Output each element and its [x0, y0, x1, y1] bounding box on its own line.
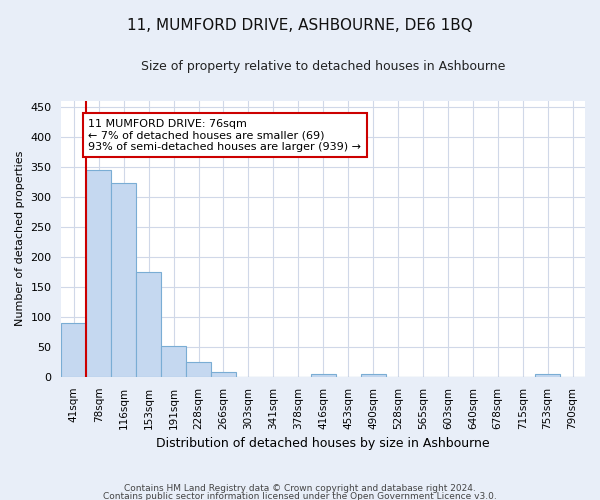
Bar — [86, 170, 111, 377]
Bar — [311, 374, 335, 377]
Title: Size of property relative to detached houses in Ashbourne: Size of property relative to detached ho… — [141, 60, 505, 73]
Text: Contains public sector information licensed under the Open Government Licence v3: Contains public sector information licen… — [103, 492, 497, 500]
Text: 11 MUMFORD DRIVE: 76sqm
← 7% of detached houses are smaller (69)
93% of semi-det: 11 MUMFORD DRIVE: 76sqm ← 7% of detached… — [88, 118, 361, 152]
Bar — [211, 372, 236, 377]
Bar — [111, 184, 136, 377]
Bar — [161, 346, 186, 377]
Bar — [535, 374, 560, 377]
Bar — [61, 323, 86, 377]
Bar — [361, 374, 386, 377]
Y-axis label: Number of detached properties: Number of detached properties — [15, 151, 25, 326]
Bar — [186, 362, 211, 377]
Bar — [136, 272, 161, 377]
Text: Contains HM Land Registry data © Crown copyright and database right 2024.: Contains HM Land Registry data © Crown c… — [124, 484, 476, 493]
Text: 11, MUMFORD DRIVE, ASHBOURNE, DE6 1BQ: 11, MUMFORD DRIVE, ASHBOURNE, DE6 1BQ — [127, 18, 473, 32]
X-axis label: Distribution of detached houses by size in Ashbourne: Distribution of detached houses by size … — [157, 437, 490, 450]
